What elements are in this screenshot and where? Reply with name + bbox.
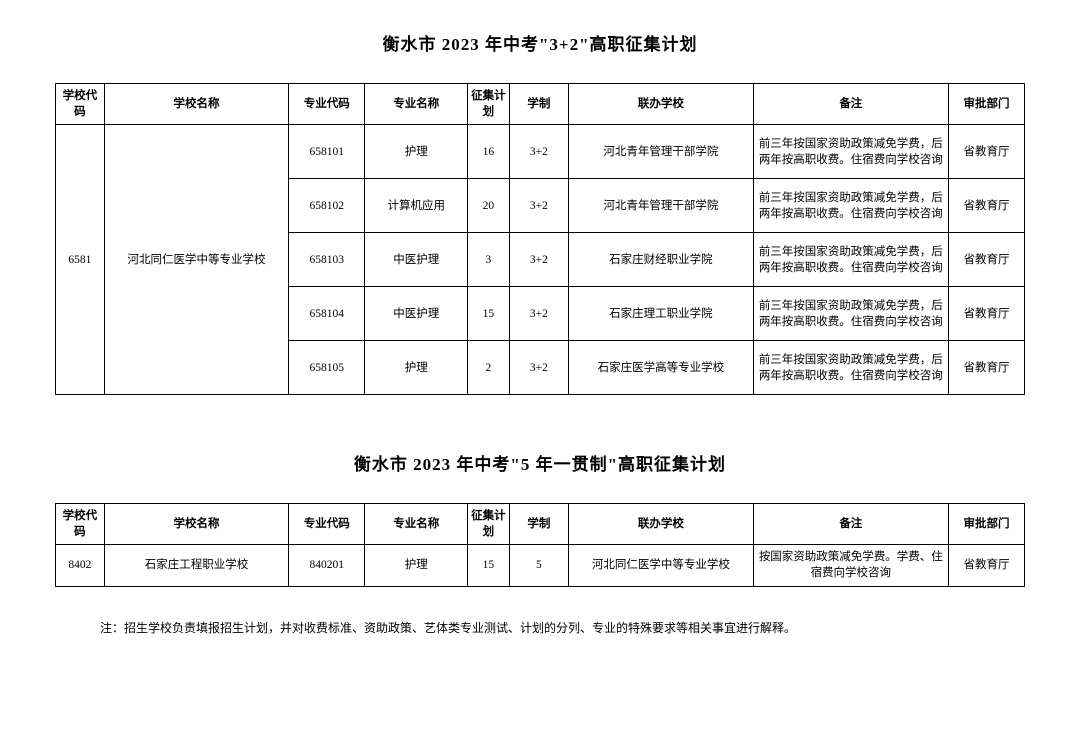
cell-major-code: 658103	[289, 233, 365, 287]
col-system: 学制	[509, 504, 569, 545]
col-plan: 征集计划	[468, 84, 509, 125]
cell-dept: 省教育厅	[948, 179, 1024, 233]
cell-major-code: 840201	[289, 545, 365, 586]
cell-partner: 河北同仁医学中等专业学校	[569, 545, 753, 586]
col-system: 学制	[509, 84, 569, 125]
col-school-name: 学校名称	[104, 84, 288, 125]
cell-note: 前三年按国家资助政策减免学费，后两年按高职收费。住宿费向学校咨询	[753, 179, 948, 233]
cell-partner: 石家庄医学高等专业学校	[569, 341, 753, 395]
cell-school-code: 6581	[56, 125, 105, 395]
col-note: 备注	[753, 84, 948, 125]
cell-dept: 省教育厅	[948, 545, 1024, 586]
cell-partner: 石家庄理工职业学院	[569, 287, 753, 341]
cell-note: 前三年按国家资助政策减免学费，后两年按高职收费。住宿费向学校咨询	[753, 287, 948, 341]
page-title-2: 衡水市 2023 年中考"5 年一贯制"高职征集计划	[55, 450, 1025, 475]
cell-dept: 省教育厅	[948, 287, 1024, 341]
table-row: 6581 河北同仁医学中等专业学校 658101 护理 16 3+2 河北青年管…	[56, 125, 1025, 179]
cell-note: 按国家资助政策减免学费。学费、住宿费向学校咨询	[753, 545, 948, 586]
page-title-1: 衡水市 2023 年中考"3+2"高职征集计划	[55, 30, 1025, 55]
footnote: 注：招生学校负责填报招生计划，并对收费标准、资助政策、艺体类专业测试、计划的分列…	[100, 619, 1025, 636]
col-major-code: 专业代码	[289, 504, 365, 545]
cell-system: 3+2	[509, 179, 569, 233]
cell-school-name: 石家庄工程职业学校	[104, 545, 288, 586]
cell-plan: 15	[468, 287, 509, 341]
cell-major-name: 中医护理	[365, 287, 468, 341]
cell-major-code: 658101	[289, 125, 365, 179]
cell-plan: 16	[468, 125, 509, 179]
col-plan: 征集计划	[468, 504, 509, 545]
cell-partner: 河北青年管理干部学院	[569, 179, 753, 233]
col-dept: 审批部门	[948, 504, 1024, 545]
cell-school-code: 8402	[56, 545, 105, 586]
cell-system: 5	[509, 545, 569, 586]
col-partner: 联办学校	[569, 84, 753, 125]
cell-major-name: 护理	[365, 341, 468, 395]
col-school-code: 学校代码	[56, 504, 105, 545]
cell-major-name: 中医护理	[365, 233, 468, 287]
col-note: 备注	[753, 504, 948, 545]
table-header-row: 学校代码 学校名称 专业代码 专业名称 征集计划 学制 联办学校 备注 审批部门	[56, 504, 1025, 545]
cell-partner: 河北青年管理干部学院	[569, 125, 753, 179]
col-major-name: 专业名称	[365, 504, 468, 545]
cell-note: 前三年按国家资助政策减免学费，后两年按高职收费。住宿费向学校咨询	[753, 125, 948, 179]
cell-plan: 20	[468, 179, 509, 233]
cell-note: 前三年按国家资助政策减免学费，后两年按高职收费。住宿费向学校咨询	[753, 341, 948, 395]
col-partner: 联办学校	[569, 504, 753, 545]
col-major-name: 专业名称	[365, 84, 468, 125]
cell-plan: 2	[468, 341, 509, 395]
col-dept: 审批部门	[948, 84, 1024, 125]
cell-system: 3+2	[509, 287, 569, 341]
cell-plan: 3	[468, 233, 509, 287]
table-header-row: 学校代码 学校名称 专业代码 专业名称 征集计划 学制 联办学校 备注 审批部门	[56, 84, 1025, 125]
cell-major-name: 计算机应用	[365, 179, 468, 233]
table-2: 学校代码 学校名称 专业代码 专业名称 征集计划 学制 联办学校 备注 审批部门…	[55, 503, 1025, 586]
cell-dept: 省教育厅	[948, 233, 1024, 287]
cell-system: 3+2	[509, 341, 569, 395]
col-major-code: 专业代码	[289, 84, 365, 125]
cell-dept: 省教育厅	[948, 341, 1024, 395]
cell-major-name: 护理	[365, 545, 468, 586]
table-1: 学校代码 学校名称 专业代码 专业名称 征集计划 学制 联办学校 备注 审批部门…	[55, 83, 1025, 395]
cell-partner: 石家庄财经职业学院	[569, 233, 753, 287]
table-row: 8402 石家庄工程职业学校 840201 护理 15 5 河北同仁医学中等专业…	[56, 545, 1025, 586]
cell-note: 前三年按国家资助政策减免学费，后两年按高职收费。住宿费向学校咨询	[753, 233, 948, 287]
col-school-name: 学校名称	[104, 504, 288, 545]
cell-major-code: 658105	[289, 341, 365, 395]
col-school-code: 学校代码	[56, 84, 105, 125]
cell-major-code: 658102	[289, 179, 365, 233]
cell-system: 3+2	[509, 233, 569, 287]
cell-major-name: 护理	[365, 125, 468, 179]
cell-plan: 15	[468, 545, 509, 586]
cell-system: 3+2	[509, 125, 569, 179]
cell-school-name: 河北同仁医学中等专业学校	[104, 125, 288, 395]
cell-dept: 省教育厅	[948, 125, 1024, 179]
cell-major-code: 658104	[289, 287, 365, 341]
